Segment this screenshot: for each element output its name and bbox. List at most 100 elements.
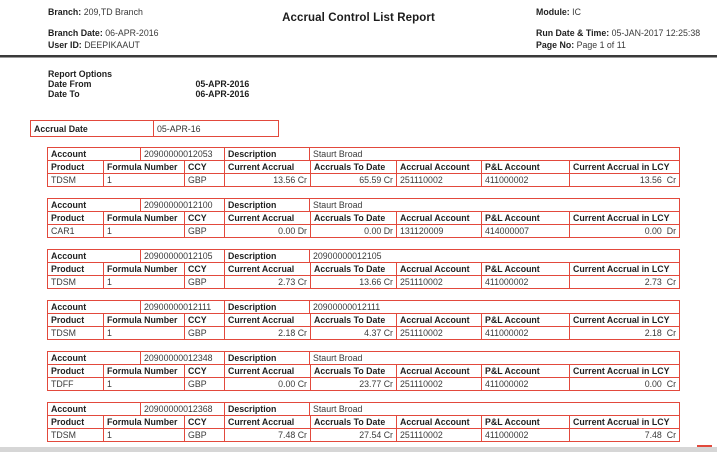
accrual-account-header: Accrual Account [396, 314, 481, 326]
ccy-header: CCY [184, 416, 224, 428]
page-no-info: Page No: Page 1 of 11 [536, 40, 626, 50]
accrual-date-value: 05-APR-16 [153, 121, 278, 136]
accruals-to-date-header: Accruals To Date [310, 161, 396, 173]
description-label: Description [224, 148, 309, 160]
account-row: Account 20900000012368 Description Staur… [47, 402, 680, 416]
accrual-account-header: Accrual Account [396, 263, 481, 275]
accruals-to-date-header: Accruals To Date [310, 263, 396, 275]
date-from-row: Date From 05-APR-2016 [48, 79, 368, 89]
user-id-info: User ID: DEEPIKAAUT [48, 40, 140, 50]
account-label: Account [51, 200, 87, 210]
date-to-label: Date To [48, 89, 80, 100]
account-number: 20900000012368 [140, 403, 224, 415]
formula-number-value: 1 [103, 174, 184, 186]
accruals-to-date-value: 23.77 Cr [310, 378, 396, 390]
branch-label: Branch: [48, 7, 82, 17]
formula-number-header: Formula Number [103, 314, 184, 326]
accruals-to-date-value: 27.54 Cr [310, 429, 396, 441]
account-label: Account [51, 404, 87, 414]
column-header-row: Product Formula Number CCY Current Accru… [47, 262, 680, 276]
current-accrual-value: 7.48 Cr [224, 429, 310, 441]
accruals-to-date-value: 4.37 Cr [310, 327, 396, 339]
current-accrual-lcy-header: Current Accrual in LCY [569, 212, 679, 224]
ccy-header: CCY [184, 314, 224, 326]
description-value: Staurt Broad [309, 352, 679, 364]
product-value: TDFF [51, 379, 74, 389]
accrual-account-value: 251110002 [396, 378, 481, 390]
current-accrual-lcy-value: 0.00 Cr [569, 378, 679, 390]
partial-table-edge [697, 445, 712, 447]
ccy-value: GBP [184, 429, 224, 441]
accrual-account-header: Accrual Account [396, 161, 481, 173]
account-label: Account [51, 353, 87, 363]
current-accrual-header: Current Accrual [224, 263, 310, 275]
accrual-account-header: Accrual Account [396, 365, 481, 377]
ccy-value: GBP [184, 276, 224, 288]
product-value: TDSM [51, 175, 76, 185]
product-value: TDSM [51, 430, 76, 440]
current-accrual-lcy-header: Current Accrual in LCY [569, 365, 679, 377]
account-row: Account 20900000012053 Description Staur… [47, 147, 680, 161]
accrual-account-header: Accrual Account [396, 416, 481, 428]
account-number: 20900000012348 [140, 352, 224, 364]
description-label: Description [224, 301, 309, 313]
module-value: IC [572, 7, 581, 17]
formula-number-header: Formula Number [103, 365, 184, 377]
product-value: TDSM [51, 328, 76, 338]
description-value: 20900000012111 [309, 301, 679, 313]
current-accrual-header: Current Accrual [224, 314, 310, 326]
account-label: Account [51, 149, 87, 159]
current-accrual-lcy-header: Current Accrual in LCY [569, 161, 679, 173]
value-row: CAR1 1 GBP 0.00 Dr 0.00 Dr 131120009 414… [47, 224, 680, 238]
current-accrual-header: Current Accrual [224, 365, 310, 377]
accrual-account-value: 251110002 [396, 327, 481, 339]
description-label: Description [224, 352, 309, 364]
current-accrual-lcy-header: Current Accrual in LCY [569, 416, 679, 428]
account-label: Account [51, 251, 87, 261]
account-number: 20900000012100 [140, 199, 224, 211]
branch-date-label: Branch Date: [48, 28, 103, 38]
current-accrual-value: 0.00 Cr [224, 378, 310, 390]
current-accrual-value: 2.18 Cr [224, 327, 310, 339]
formula-number-value: 1 [103, 378, 184, 390]
value-row: TDSM 1 GBP 2.73 Cr 13.66 Cr 251110002 41… [47, 275, 680, 289]
window-bottom-edge [0, 447, 717, 452]
pl-account-value: 411000002 [481, 276, 569, 288]
description-label: Description [224, 250, 309, 262]
ccy-header: CCY [184, 365, 224, 377]
pl-account-header: P&L Account [481, 263, 569, 275]
account-row: Account 20900000012348 Description Staur… [47, 351, 680, 365]
branch-date-value: 06-APR-2016 [105, 28, 159, 38]
current-accrual-header: Current Accrual [224, 212, 310, 224]
ccy-value: GBP [184, 378, 224, 390]
pl-account-header: P&L Account [481, 365, 569, 377]
description-value: Staurt Broad [309, 199, 679, 211]
header-separator [0, 55, 717, 58]
column-header-row: Product Formula Number CCY Current Accru… [47, 160, 680, 174]
user-id-label: User ID: [48, 40, 82, 50]
product-header: Product [51, 264, 85, 274]
current-accrual-lcy-header: Current Accrual in LCY [569, 314, 679, 326]
accrual-date-label: Accrual Date [34, 123, 88, 134]
description-label: Description [224, 403, 309, 415]
accruals-to-date-value: 65.59 Cr [310, 174, 396, 186]
current-accrual-value: 13.56 Cr [224, 174, 310, 186]
accrual-record: Account 20900000012100 Description Staur… [47, 198, 680, 238]
pl-account-value: 411000002 [481, 429, 569, 441]
pl-account-value: 411000002 [481, 378, 569, 390]
date-to-value: 06-APR-2016 [195, 89, 250, 100]
formula-number-header: Formula Number [103, 263, 184, 275]
branch-date-info: Branch Date: 06-APR-2016 [48, 28, 159, 38]
pl-account-value: 411000002 [481, 327, 569, 339]
product-value: CAR1 [51, 226, 75, 236]
accruals-to-date-header: Accruals To Date [310, 416, 396, 428]
accrual-records: Account 20900000012053 Description Staur… [47, 147, 680, 453]
account-number: 20900000012105 [140, 250, 224, 262]
date-from-label: Date From [48, 79, 92, 90]
product-value: TDSM [51, 277, 76, 287]
account-number: 20900000012111 [140, 301, 224, 313]
formula-number-value: 1 [103, 276, 184, 288]
value-row: TDFF 1 GBP 0.00 Cr 23.77 Cr 251110002 41… [47, 377, 680, 391]
product-header: Product [51, 417, 85, 427]
accruals-to-date-header: Accruals To Date [310, 212, 396, 224]
